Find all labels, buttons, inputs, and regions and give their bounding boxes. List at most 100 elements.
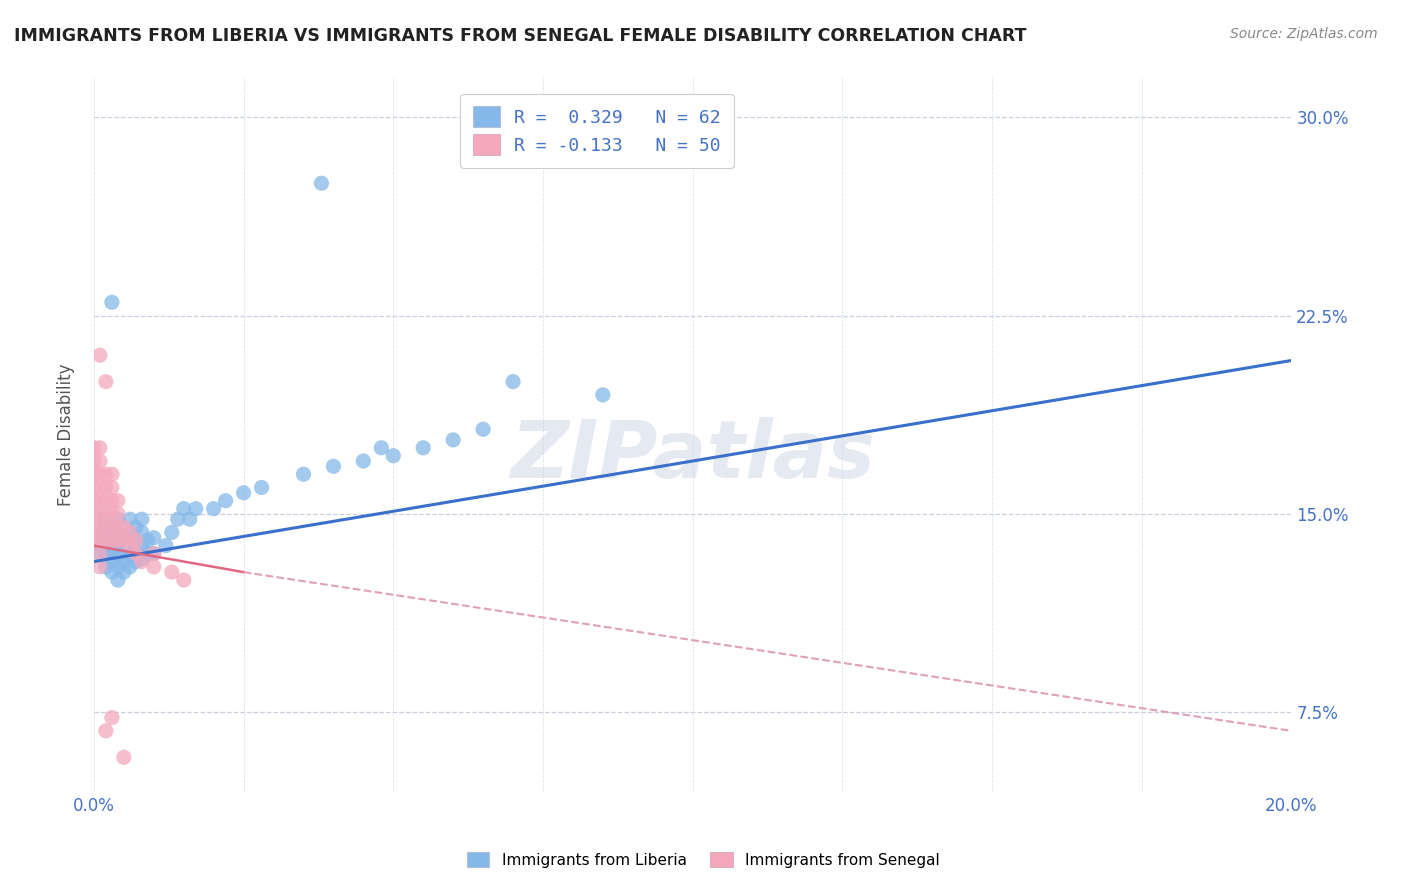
Point bbox=[94, 523, 117, 537]
Text: Source: ZipAtlas.com: Source: ZipAtlas.com bbox=[1230, 27, 1378, 41]
Point bbox=[118, 539, 141, 553]
Point bbox=[107, 573, 129, 587]
Point bbox=[118, 525, 141, 540]
Point bbox=[125, 547, 148, 561]
Point bbox=[89, 348, 111, 362]
Point bbox=[592, 388, 614, 402]
Point bbox=[112, 555, 135, 569]
Point bbox=[441, 433, 464, 447]
Point bbox=[89, 533, 111, 548]
Point bbox=[136, 547, 159, 561]
Point bbox=[94, 493, 117, 508]
Point bbox=[166, 512, 188, 526]
Point bbox=[107, 559, 129, 574]
Point bbox=[83, 507, 105, 521]
Point bbox=[311, 176, 333, 190]
Point bbox=[94, 512, 117, 526]
Point bbox=[83, 493, 105, 508]
Point bbox=[89, 547, 111, 561]
Point bbox=[101, 565, 124, 579]
Point bbox=[118, 549, 141, 564]
Point bbox=[83, 454, 105, 468]
Point bbox=[173, 573, 195, 587]
Point bbox=[412, 441, 434, 455]
Point bbox=[112, 541, 135, 556]
Point bbox=[184, 501, 207, 516]
Point bbox=[89, 539, 111, 553]
Point bbox=[94, 520, 117, 534]
Point bbox=[107, 539, 129, 553]
Point bbox=[107, 520, 129, 534]
Point bbox=[89, 520, 111, 534]
Point bbox=[83, 533, 105, 548]
Point bbox=[107, 493, 129, 508]
Point bbox=[142, 531, 165, 545]
Point bbox=[83, 441, 105, 455]
Point bbox=[94, 723, 117, 738]
Point bbox=[94, 533, 117, 548]
Point bbox=[472, 422, 495, 436]
Point bbox=[173, 501, 195, 516]
Point bbox=[101, 507, 124, 521]
Point bbox=[112, 528, 135, 542]
Point bbox=[83, 520, 105, 534]
Point bbox=[83, 467, 105, 482]
Point bbox=[155, 539, 177, 553]
Point bbox=[107, 533, 129, 548]
Point bbox=[125, 544, 148, 558]
Point bbox=[101, 711, 124, 725]
Point bbox=[232, 485, 254, 500]
Point bbox=[101, 555, 124, 569]
Point bbox=[502, 375, 524, 389]
Point bbox=[101, 480, 124, 494]
Point bbox=[131, 525, 153, 540]
Point bbox=[89, 493, 111, 508]
Point bbox=[322, 459, 344, 474]
Point bbox=[179, 512, 201, 526]
Point bbox=[125, 533, 148, 548]
Point bbox=[101, 523, 124, 537]
Point bbox=[131, 539, 153, 553]
Point bbox=[101, 533, 124, 548]
Point bbox=[101, 544, 124, 558]
Point bbox=[89, 528, 111, 542]
Legend: R =  0.329   N = 62, R = -0.133   N = 50: R = 0.329 N = 62, R = -0.133 N = 50 bbox=[460, 94, 734, 168]
Point bbox=[94, 507, 117, 521]
Point bbox=[94, 480, 117, 494]
Point bbox=[160, 525, 183, 540]
Point bbox=[107, 549, 129, 564]
Point bbox=[101, 533, 124, 548]
Point bbox=[89, 559, 111, 574]
Point bbox=[89, 547, 111, 561]
Y-axis label: Female Disability: Female Disability bbox=[58, 363, 75, 506]
Point bbox=[250, 480, 273, 494]
Point bbox=[94, 559, 117, 574]
Point bbox=[142, 559, 165, 574]
Point bbox=[112, 533, 135, 548]
Point bbox=[101, 493, 124, 508]
Point bbox=[292, 467, 315, 482]
Point bbox=[125, 520, 148, 534]
Point bbox=[118, 539, 141, 553]
Point bbox=[118, 512, 141, 526]
Point bbox=[94, 547, 117, 561]
Point bbox=[118, 559, 141, 574]
Point bbox=[142, 547, 165, 561]
Point bbox=[94, 375, 117, 389]
Point bbox=[214, 493, 236, 508]
Text: ZIPatlas: ZIPatlas bbox=[510, 417, 875, 495]
Point bbox=[89, 480, 111, 494]
Point bbox=[101, 467, 124, 482]
Point bbox=[83, 480, 105, 494]
Point bbox=[107, 507, 129, 521]
Point bbox=[94, 467, 117, 482]
Point bbox=[131, 512, 153, 526]
Point bbox=[112, 750, 135, 764]
Point bbox=[107, 525, 129, 540]
Point bbox=[125, 555, 148, 569]
Point bbox=[89, 507, 111, 521]
Point bbox=[125, 533, 148, 548]
Point bbox=[101, 295, 124, 310]
Point bbox=[89, 467, 111, 482]
Point bbox=[370, 441, 392, 455]
